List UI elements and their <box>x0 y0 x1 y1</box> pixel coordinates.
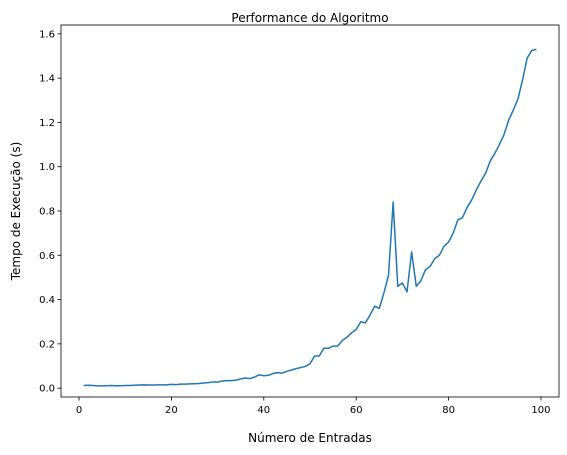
y-tick-label: 1.6 <box>39 29 55 40</box>
y-tick-label: 0.2 <box>39 339 55 350</box>
x-tick-label: 20 <box>165 405 178 416</box>
y-tick-label: 1.2 <box>39 118 55 129</box>
x-tick-label: 80 <box>442 405 455 416</box>
y-tick-label: 0.0 <box>39 384 55 395</box>
y-tick-label: 0.8 <box>39 207 55 218</box>
x-tick-label: 60 <box>350 405 363 416</box>
axes-frame <box>60 24 560 398</box>
y-axis-label: Tempo de Execução (s) <box>9 142 23 282</box>
x-tick-label: 100 <box>531 405 550 416</box>
x-tick-label: 40 <box>257 405 270 416</box>
x-axis-label: Número de Entradas <box>248 431 372 445</box>
x-tick-label: 0 <box>76 405 82 416</box>
line <box>83 48 537 387</box>
y-tick-label: 0.6 <box>39 251 55 262</box>
y-tick-label: 1.0 <box>39 162 55 173</box>
y-tick-label: 0.4 <box>39 295 55 306</box>
chart-title: Performance do Algoritmo <box>231 11 388 25</box>
y-tick-label: 1.4 <box>39 74 55 85</box>
